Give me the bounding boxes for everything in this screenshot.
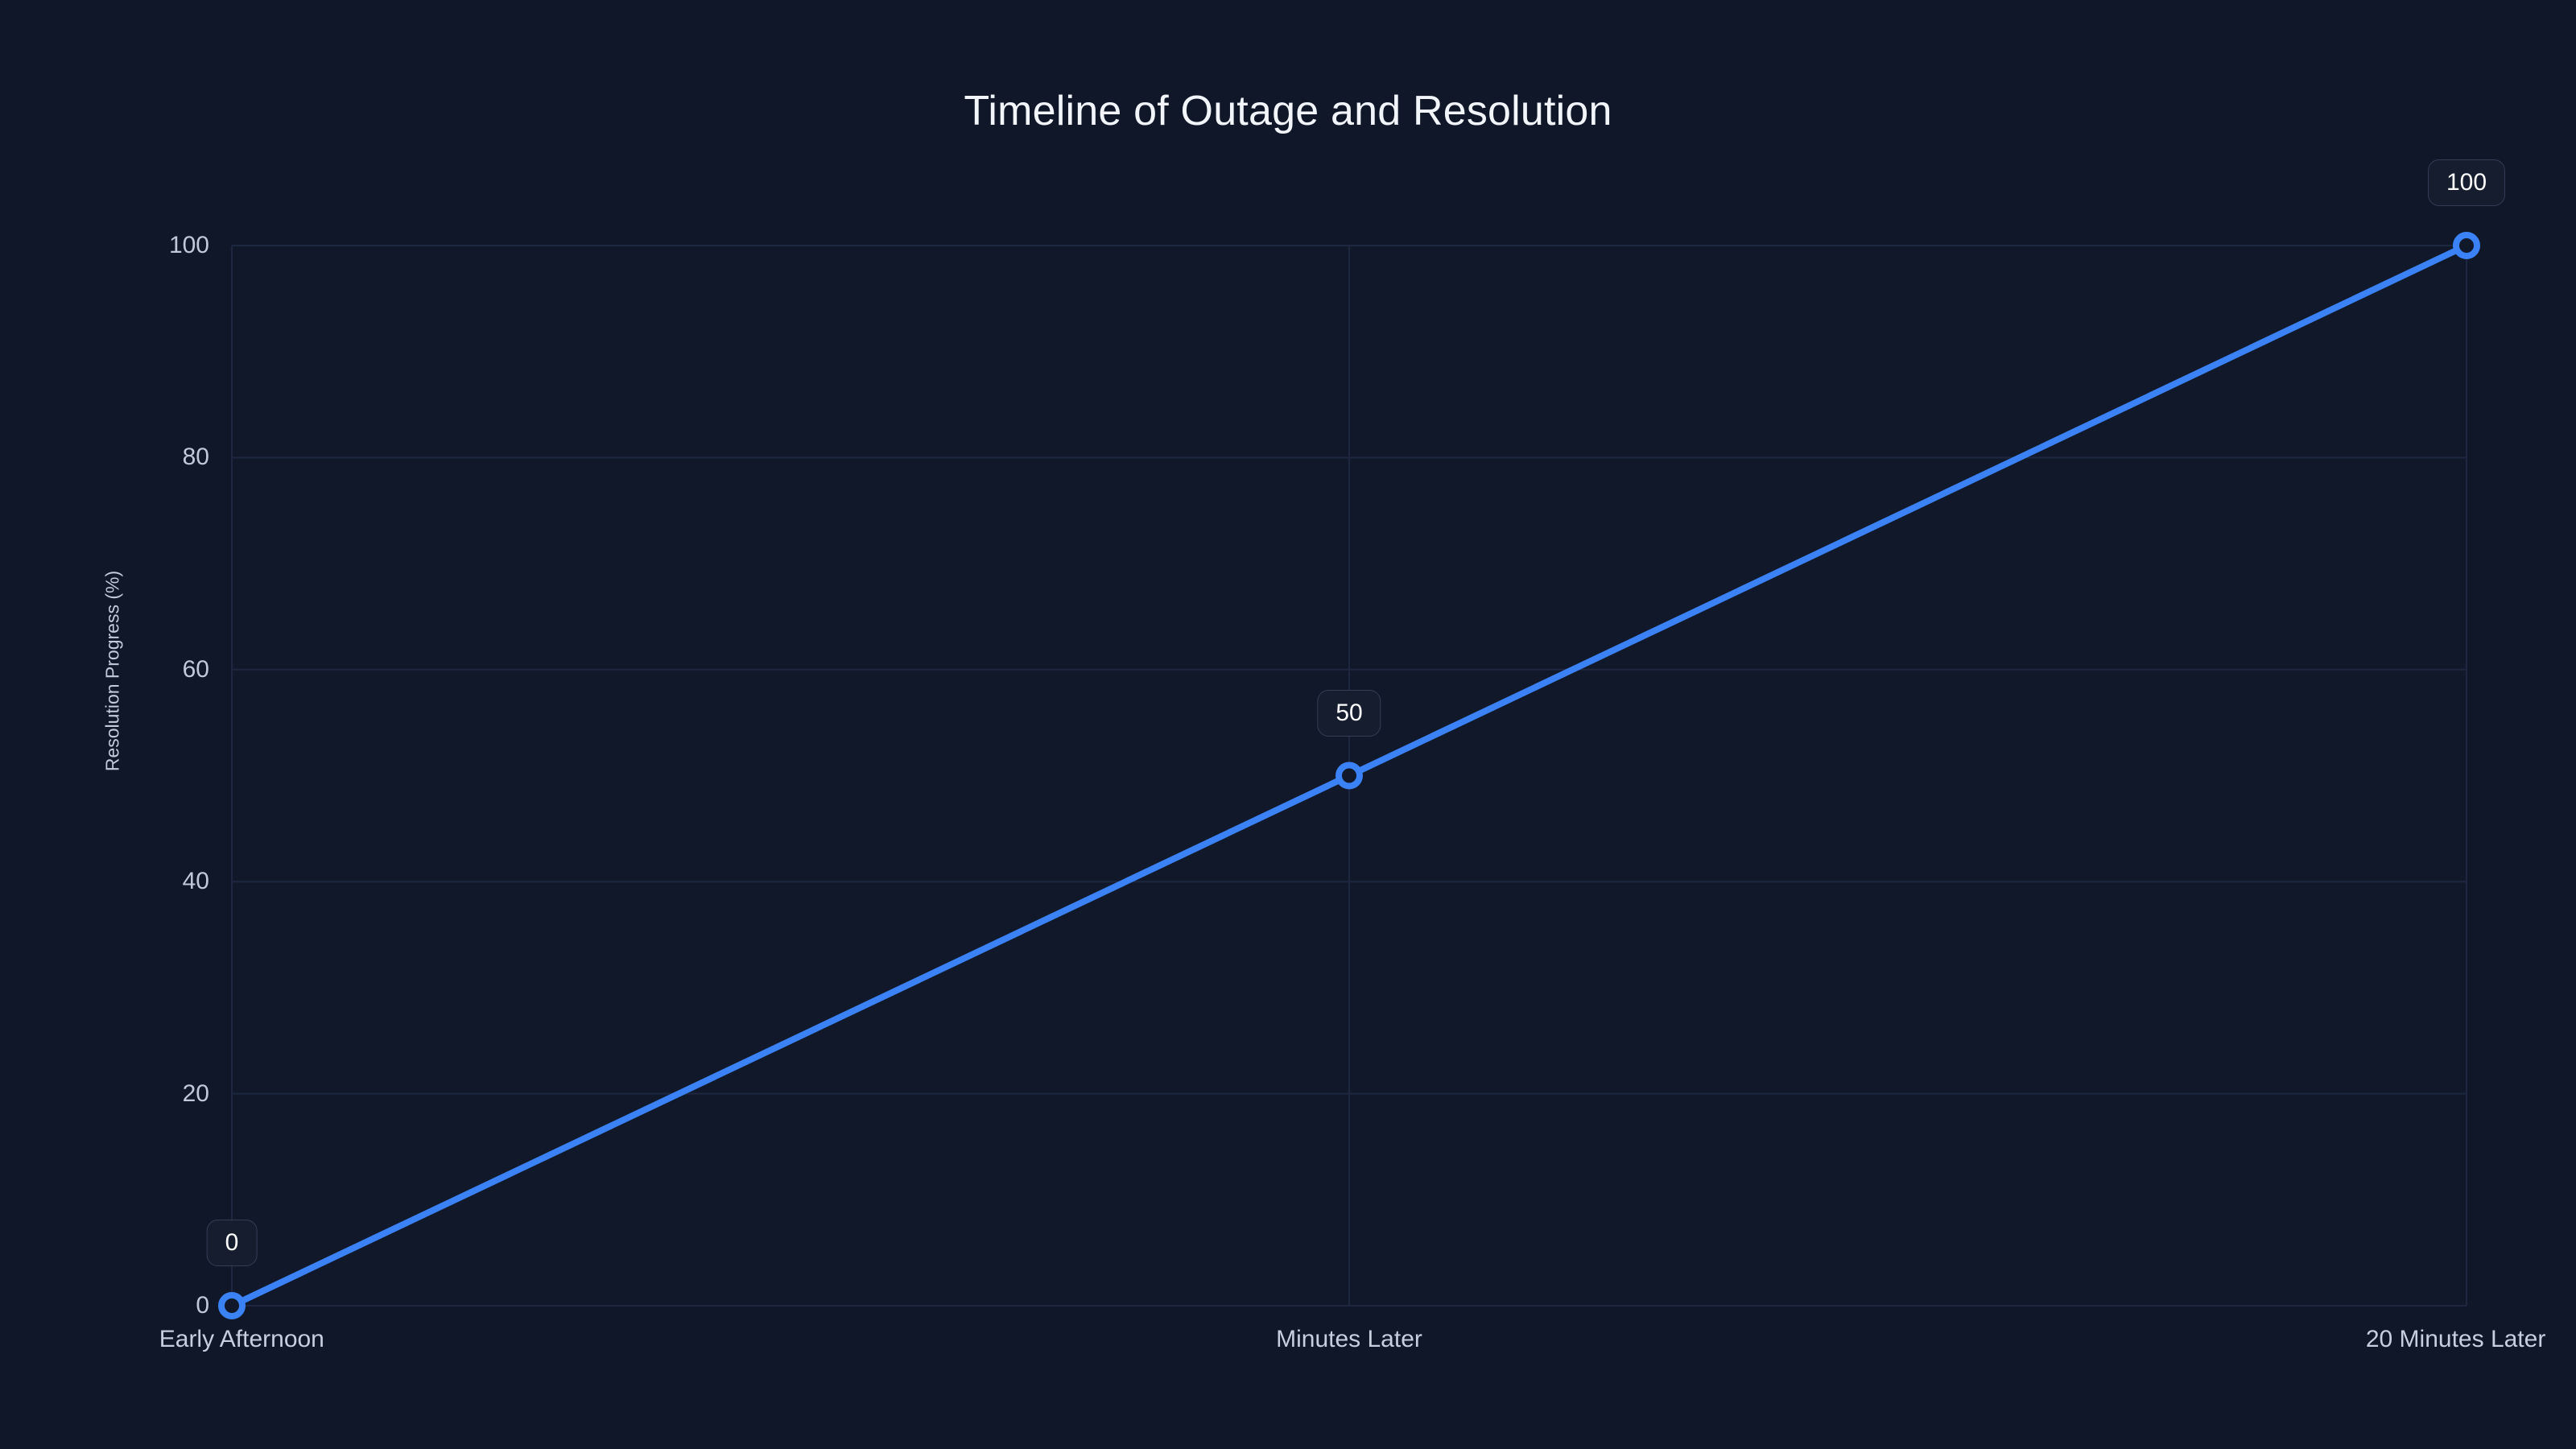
x-axis-tick-label: Minutes Later — [1276, 1326, 1422, 1352]
y-axis-tick-label: 20 — [182, 1080, 209, 1107]
chart-title: Timeline of Outage and Resolution — [964, 88, 1612, 134]
x-axis-tick-labels: Early Afternoon Minutes Later 20 Minutes L… — [0, 1326, 2576, 1366]
data-point-marker[interactable] — [1335, 762, 1363, 790]
y-axis-tick-label: 60 — [182, 655, 209, 683]
y-axis-tick-label: 0 — [196, 1292, 209, 1319]
data-point-marker[interactable] — [2453, 232, 2480, 259]
y-axis-tick-label: 100 — [168, 232, 209, 258]
data-point-marker[interactable] — [218, 1292, 246, 1319]
data-point-markers — [218, 232, 2480, 1319]
gridlines — [231, 245, 2467, 1307]
x-axis-tick-label: 20 Minutes Later — [2365, 1326, 2546, 1352]
y-axis-tick-label: 80 — [182, 444, 209, 471]
x-axis-tick-label: Early Afternoon — [159, 1326, 324, 1352]
y-axis-tick-label: 40 — [182, 868, 209, 895]
data-point-value-badge: 100 — [2427, 159, 2506, 206]
y-axis-tick-labels: 0 20 40 60 80 100 — [113, 0, 209, 1449]
data-point-value-badge: 0 — [206, 1220, 258, 1266]
data-point-value-badge: 50 — [1317, 689, 1381, 737]
